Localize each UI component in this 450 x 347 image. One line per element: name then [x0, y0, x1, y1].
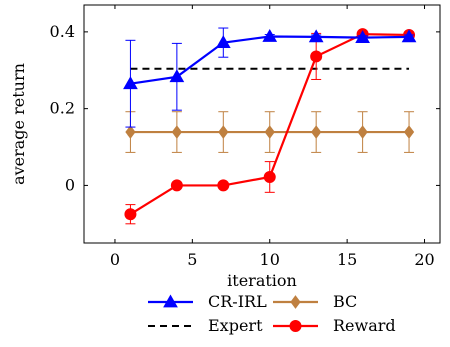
reward-point	[263, 170, 276, 183]
y-tick-label: 0.2	[50, 99, 75, 118]
x-tick-label: 15	[337, 250, 357, 269]
reward-point	[217, 179, 230, 192]
plot-area	[123, 27, 417, 225]
bc-point	[311, 125, 322, 139]
legend-label-expert: Expert	[208, 316, 263, 335]
reward-point	[124, 208, 137, 221]
cr-irl-point	[401, 29, 417, 43]
legend-label-bc: BC	[333, 292, 357, 311]
y-tick-label: 0.4	[50, 22, 75, 41]
cr-irl-point	[169, 69, 185, 83]
bc-point	[125, 125, 136, 139]
reward-point	[310, 50, 323, 63]
cr-irl-point	[355, 30, 370, 44]
legend-label-cr-irl: CR-IRL	[208, 292, 267, 311]
bc-point	[403, 125, 415, 139]
legend: CR-IRL BC Expert Reward	[148, 292, 396, 335]
axis-ticks: 0 5 10 15 20 0 0.2 0.4	[50, 5, 440, 269]
legend-marker-cr-irl	[163, 294, 178, 308]
plot-frame	[83, 4, 441, 244]
x-tick-label: 0	[110, 250, 120, 269]
bc-point	[357, 125, 368, 139]
series-cr-irl	[123, 27, 417, 128]
x-tick-label: 10	[260, 250, 280, 269]
legend-marker-bc	[290, 295, 301, 309]
series-bc	[125, 111, 415, 153]
x-axis-label: iteration	[227, 271, 297, 290]
legend-item-reward: Reward	[273, 316, 396, 335]
legend-item-expert: Expert	[148, 316, 263, 335]
y-axis-label: average return	[9, 63, 28, 185]
y-tick-label: 0	[65, 175, 75, 194]
legend-marker-reward	[289, 320, 302, 332]
cr-irl-point	[215, 35, 231, 48]
legend-item-cr-irl: CR-IRL	[148, 292, 267, 311]
reward-point	[170, 179, 183, 192]
bc-point	[264, 125, 275, 139]
cr-irl-point	[123, 76, 138, 90]
cr-irl-point	[308, 29, 324, 43]
x-tick-label: 20	[414, 250, 434, 269]
x-tick-label: 5	[187, 250, 197, 269]
legend-item-bc: BC	[273, 292, 357, 311]
bc-point	[218, 125, 229, 139]
bc-point	[171, 125, 182, 139]
legend-label-reward: Reward	[333, 316, 396, 335]
cr-irl-point	[262, 28, 278, 42]
